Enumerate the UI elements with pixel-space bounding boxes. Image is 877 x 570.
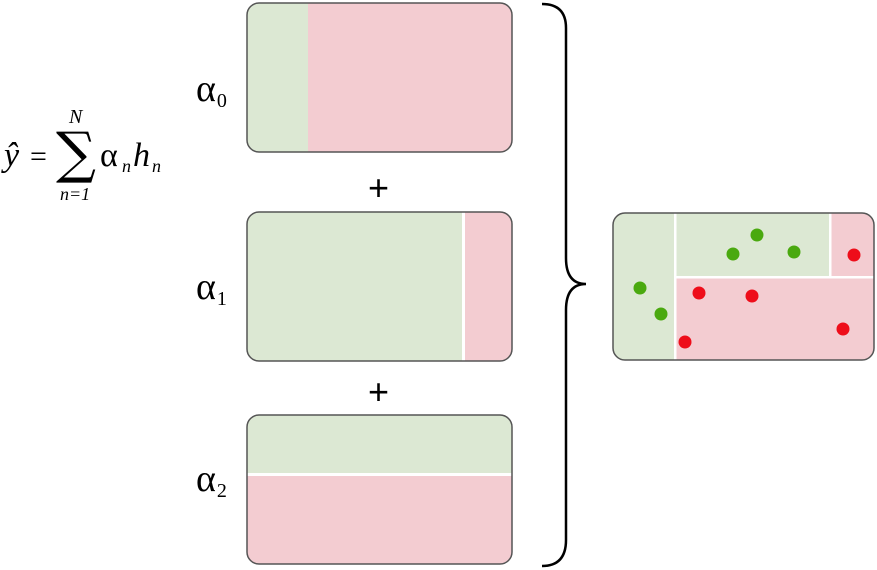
split-line <box>462 212 465 361</box>
green-point <box>654 307 668 321</box>
red-region <box>247 476 512 564</box>
formula-lower-limit: n=1 <box>60 184 90 204</box>
formula-h-sub: n <box>152 156 161 176</box>
green-point <box>787 245 801 259</box>
combined-classifier <box>612 212 875 361</box>
classifier-border <box>246 211 513 362</box>
weak-classifier-2 <box>246 414 513 565</box>
classifier-border <box>612 212 875 361</box>
red-point <box>692 286 706 300</box>
sum-symbol: ∑ <box>56 121 96 186</box>
alpha-label-1: α1 <box>196 266 227 310</box>
red-point <box>847 248 861 262</box>
formula-upper-limit: N <box>68 106 84 128</box>
red-region <box>308 3 512 152</box>
alpha-sub-1: 1 <box>216 288 227 310</box>
right-curly-brace <box>541 2 587 568</box>
green-region <box>247 415 512 474</box>
weak-classifier-1 <box>246 211 513 362</box>
formula-equals: = <box>30 140 47 173</box>
green-region <box>247 3 308 152</box>
split-line <box>829 213 832 278</box>
formula-lhs: ŷ <box>1 137 20 174</box>
split-line <box>674 213 677 360</box>
classifier-border <box>246 2 513 153</box>
split-line <box>674 276 874 279</box>
red-point <box>678 335 692 349</box>
plus-sign-1: + <box>368 167 390 208</box>
red-point <box>836 322 850 336</box>
plus-sign-2: + <box>368 371 390 412</box>
formula-alpha-sub: n <box>122 156 131 176</box>
red-region <box>465 212 512 361</box>
alpha-label-2: α2 <box>196 458 227 502</box>
formula-h: h <box>133 137 150 174</box>
green-region <box>247 212 463 361</box>
split-line <box>247 473 512 476</box>
weak-classifier-0 <box>246 2 513 153</box>
classifier-border <box>246 414 513 565</box>
formula-alpha: α <box>100 137 118 174</box>
alpha-sub-2: 2 <box>216 480 227 502</box>
ensemble-formula: ŷ = N ∑ n=1 α n h n <box>1 106 161 204</box>
green-region <box>676 213 829 276</box>
red-point <box>745 289 759 303</box>
alpha-sub-0: 0 <box>216 90 227 112</box>
green-point <box>726 247 740 261</box>
green-point <box>633 281 647 295</box>
alpha-label-0: α0 <box>196 68 227 112</box>
green-point <box>750 228 764 242</box>
